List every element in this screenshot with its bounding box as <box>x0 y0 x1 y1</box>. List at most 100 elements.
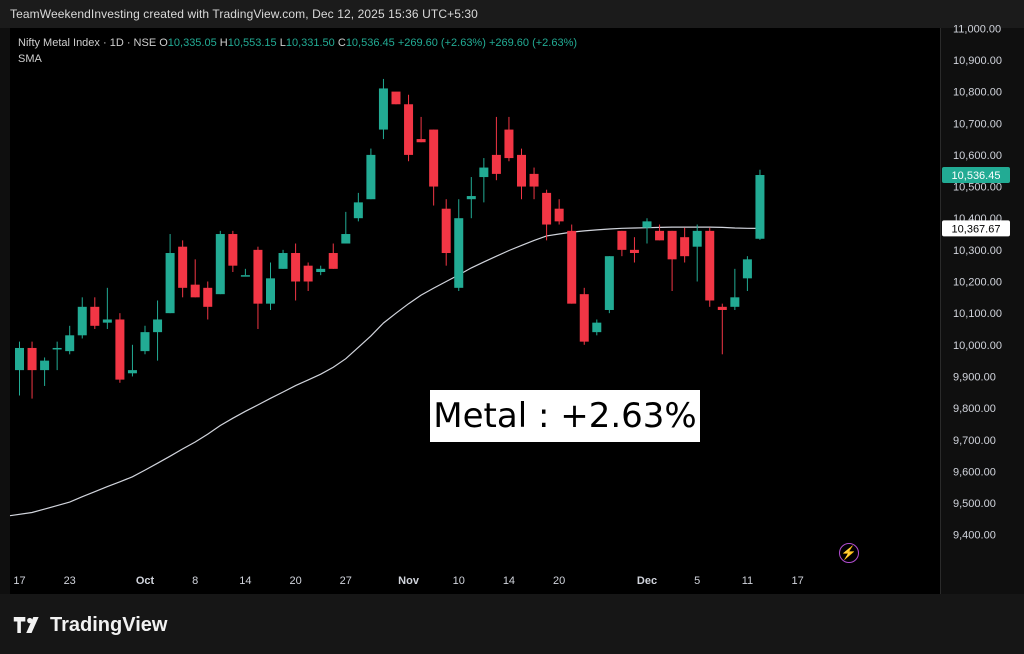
y-tick-label: 9,400.00 <box>953 530 996 542</box>
candle-body <box>102 319 112 323</box>
candle-body <box>629 249 639 254</box>
candle-body <box>655 230 665 241</box>
y-tick-label: 9,500.00 <box>953 498 996 510</box>
candle-body <box>90 306 100 326</box>
low-key: L <box>279 37 286 49</box>
high-value: 10,553.15 <box>227 37 277 49</box>
candle-body <box>479 167 489 178</box>
y-tick-label: 10,900.00 <box>953 55 1002 67</box>
change-value-secondary: +269.60 (+2.63%) <box>488 37 578 49</box>
tradingview-brand[interactable]: TradingView <box>12 612 167 638</box>
performance-annotation: Metal : +2.63% <box>430 390 700 442</box>
x-tick-label: 27 <box>340 575 352 587</box>
candle-body <box>491 154 501 174</box>
candle-body <box>404 104 414 155</box>
sma-indicator-label[interactable]: SMA <box>18 53 42 65</box>
candle-body <box>755 175 765 239</box>
sma-value-badge <box>942 220 1010 237</box>
candle-body <box>291 253 301 282</box>
candle-body <box>604 256 614 310</box>
brand-name: TradingView <box>50 613 168 636</box>
candle-body <box>153 319 163 333</box>
candle-body <box>554 208 564 222</box>
x-tick-label: 5 <box>694 575 700 587</box>
candle-body <box>542 192 552 225</box>
x-tick-label: 10 <box>453 575 465 587</box>
y-tick-label: 9,600.00 <box>953 466 996 478</box>
candle-body <box>504 129 514 159</box>
symbol-label: Nifty Metal Index · 1D · NSE <box>18 37 157 49</box>
candle-body <box>567 230 577 304</box>
x-tick-label: 8 <box>192 575 198 587</box>
chart-credit: TeamWeekendInvesting created with Tradin… <box>10 7 478 21</box>
candle-body <box>165 253 175 314</box>
candle-body <box>228 234 238 266</box>
candle-body <box>77 306 87 336</box>
candle-body <box>592 322 602 333</box>
candle-body <box>303 265 313 282</box>
x-tick-label: Nov <box>398 575 420 587</box>
x-tick-label: 17 <box>13 575 25 587</box>
y-tick-label: 10,000.00 <box>953 340 1002 352</box>
candle-body <box>517 154 526 187</box>
y-tick-label: 10,800.00 <box>953 87 1002 99</box>
candlestick-chart[interactable]: 9,400.00 9,500.00 9,600.00 9,700.00 9,800.00… <box>0 0 1024 594</box>
candle-body <box>190 284 200 298</box>
x-tick-label: 20 <box>289 575 301 587</box>
candle-body <box>253 249 263 304</box>
y-tick-label: 10,100.00 <box>953 308 1002 320</box>
x-tick-label: 20 <box>553 575 565 587</box>
candle-body <box>266 278 275 304</box>
y-tick-label: 10,300.00 <box>953 245 1002 257</box>
candle-body <box>680 237 690 257</box>
y-tick-label: 10,700.00 <box>953 118 1002 130</box>
candle-body <box>341 234 351 244</box>
candle-body <box>529 173 539 187</box>
open-value: 10,335.05 <box>167 37 217 49</box>
y-tick-label: 10,500.00 <box>953 182 1002 194</box>
x-tick-label: Dec <box>637 575 657 587</box>
low-value: 10,331.50 <box>285 37 335 49</box>
candle-body <box>642 221 652 228</box>
candle-body <box>140 332 150 352</box>
candle-body <box>115 319 125 380</box>
candle-body <box>705 230 715 301</box>
candle-body <box>203 287 213 307</box>
candle-body <box>454 218 464 288</box>
candle-body <box>391 91 401 105</box>
candle-body <box>378 88 388 130</box>
candle-body <box>127 370 137 374</box>
candle-body <box>316 268 326 273</box>
candle-body <box>353 202 363 219</box>
y-tick-label: 10,600.00 <box>953 150 1002 162</box>
candle-body <box>27 347 37 371</box>
candle-body <box>416 139 426 143</box>
y-tick-label: 10,200.00 <box>953 277 1002 289</box>
change-value: +269.60 (+2.63%) <box>397 37 486 49</box>
candle-body <box>579 294 589 342</box>
sma-line <box>9 226 761 517</box>
candle-body <box>429 129 439 187</box>
candle-body <box>52 347 62 350</box>
high-key: H <box>219 37 228 49</box>
header-bar: TeamWeekendInvesting created with Tradin… <box>0 0 1024 28</box>
x-tick-label: 14 <box>239 575 251 587</box>
tradingview-logo-icon <box>13 617 39 633</box>
x-tick-label: Oct <box>136 575 155 587</box>
open-key: O <box>159 37 168 49</box>
candle-body <box>178 246 188 288</box>
sma-value-label: 10,367.67 <box>952 223 1001 235</box>
last-price-label: 10,536.45 <box>952 170 1001 182</box>
candle-body <box>278 253 288 269</box>
candle-body <box>40 360 50 371</box>
plot-area[interactable] <box>10 28 941 594</box>
candle-body <box>328 253 338 269</box>
candle-body <box>240 275 250 277</box>
last-price-badge <box>942 167 1010 184</box>
candle-body <box>692 230 702 247</box>
lightning-icon[interactable]: ⚡ <box>839 543 859 563</box>
candle-body <box>617 230 627 250</box>
y-tick-label: 9,800.00 <box>953 403 996 415</box>
candle-body <box>215 234 225 295</box>
candle-body <box>366 154 376 200</box>
